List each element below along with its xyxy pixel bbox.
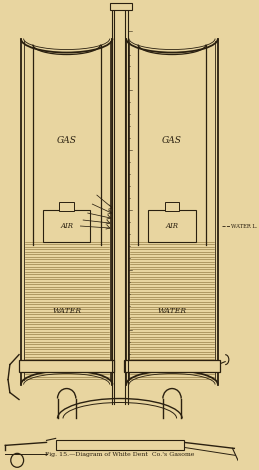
- Text: GAS: GAS: [57, 136, 77, 145]
- Bar: [110, 3, 132, 10]
- Bar: [43, 210, 90, 242]
- Text: WATER: WATER: [157, 307, 186, 315]
- Bar: [165, 202, 179, 211]
- Text: WATER L.: WATER L.: [231, 224, 257, 228]
- Text: Fig. 15.—Diagram of White Dent  Co.'s Gasome: Fig. 15.—Diagram of White Dent Co.'s Gas…: [45, 452, 195, 457]
- Bar: [124, 360, 220, 372]
- Text: AIR: AIR: [166, 222, 178, 230]
- Text: AIR: AIR: [60, 222, 73, 230]
- Text: WATER: WATER: [52, 307, 81, 315]
- Bar: [148, 210, 196, 242]
- Bar: [59, 202, 74, 211]
- Bar: [19, 360, 114, 372]
- Text: GAS: GAS: [162, 136, 182, 145]
- Bar: [56, 440, 184, 450]
